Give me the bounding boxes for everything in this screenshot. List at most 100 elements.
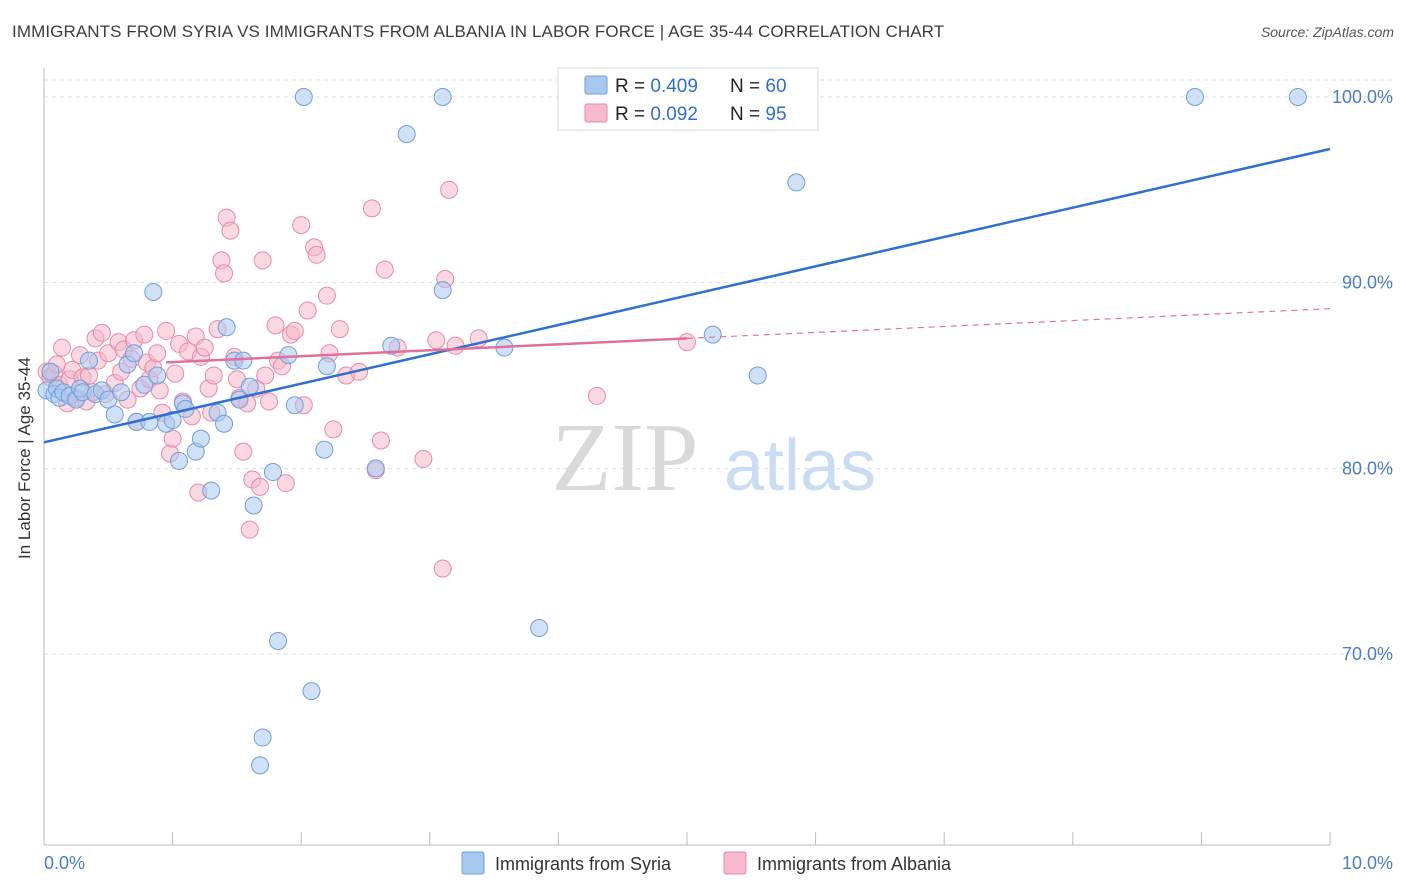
legend-syria-n-value: 60 [765,76,786,97]
syria-point [1185,88,1204,106]
albania-point [215,264,234,283]
syria-point [234,351,253,370]
legend-syria-r-label: R = [615,76,650,97]
chart-title: IMMIGRANTS FROM SYRIA VS IMMIGRANTS FROM… [12,22,945,41]
albania-point [324,420,343,439]
albania-point [204,366,223,385]
syria-point [530,619,549,638]
x-tick-label-min: 0.0% [44,853,85,873]
albania-point [135,325,154,344]
legend-albania-swatch [584,103,608,123]
bottom-legend-albania-label: Immigrants from Albania [757,854,952,874]
legend-albania-n-label: N = [730,104,765,125]
source-note: Source: ZipAtlas.com [1260,24,1394,40]
syria-point [294,88,313,106]
albania-points [37,180,696,578]
bottom-legend: Immigrants from Syria Immigrants from Al… [461,851,952,875]
syria-point [148,366,167,385]
syria-point [80,351,99,370]
legend-albania-r-label: R = [615,104,650,125]
syria-point [703,325,722,344]
watermark-zip: ZIP [552,404,699,512]
bottom-legend-albania-swatch [723,851,747,875]
ticks: 70.0% 80.0% 90.0% 100.0% 0.0% 10.0% [43,87,1393,873]
albania-trend-line [166,337,688,364]
x-tick-label-max: 10.0% [1342,853,1393,873]
y-tick-label-100: 100.0% [1332,87,1393,107]
albania-point [317,286,336,305]
albania-point [234,442,253,461]
syria-point [433,88,452,106]
syria-point [382,336,401,355]
syria-point [397,125,416,144]
syria-point [41,362,60,381]
albania-point [678,333,696,352]
albania-point [240,520,259,539]
albania-point [375,260,394,279]
albania-point [163,429,182,448]
top-legend: R = 0.409 N = 60 R = 0.092 N = 95 [557,67,819,131]
syria-point [263,463,282,482]
albania-point [446,336,465,355]
watermark-atlas: atlas [724,426,876,506]
albania-point [292,216,311,235]
albania-point [414,450,433,469]
bottom-legend-syria-swatch [461,851,485,875]
albania-point [253,251,272,270]
syria-points [37,88,1307,775]
syria-point [105,405,124,424]
albania-point [433,559,452,578]
albania-point [53,338,72,357]
albania-point [587,386,606,405]
syria-point [191,429,210,448]
syria-point [240,377,259,396]
legend-albania-r-value: 0.092 [650,104,698,125]
syria-point [125,344,144,363]
y-tick-label-70: 70.0% [1342,644,1393,664]
albania-point [166,364,185,383]
y-tick-label-80: 80.0% [1342,458,1393,478]
y-tick-label-90: 90.0% [1342,273,1393,293]
syria-point [112,383,131,402]
syria-point [366,459,385,478]
legend-syria-stats: R = 0.409 N = 60 [615,76,787,97]
syria-point [202,481,221,500]
syria-point [217,318,236,337]
syria-point [302,682,321,701]
albania-point [150,381,169,400]
albania-point [276,474,295,493]
albania-point [148,344,167,363]
albania-point [362,199,381,218]
syria-point [251,756,270,775]
albania-point [195,338,214,357]
syria-point [787,173,806,192]
albania-point [266,316,285,335]
bottom-legend-syria-label: Immigrants from Syria [495,854,672,874]
syria-point [433,281,452,300]
legend-albania-stats: R = 0.092 N = 95 [615,104,787,125]
syria-point [253,728,272,747]
albania-point [256,366,275,385]
albania-point [260,392,279,411]
albania-point [307,245,326,264]
syria-point [215,414,234,433]
albania-point [371,431,390,450]
albania-point [251,477,270,496]
syria-point [163,411,182,430]
albania-point [92,323,111,342]
albania-trend-line-extrapolated [686,308,1331,339]
syria-point [170,451,189,470]
syria-point [135,375,154,394]
legend-syria-r-value: 0.409 [650,76,698,97]
syria-point [244,496,263,515]
syria-point [1288,88,1307,106]
syria-point [317,357,336,376]
legend-syria-swatch [584,75,608,95]
albania-point [298,301,317,320]
syria-point [285,396,304,415]
albania-point [285,321,304,340]
legend-albania-n-value: 95 [765,104,786,125]
albania-point [440,180,459,199]
albania-point [157,321,176,340]
